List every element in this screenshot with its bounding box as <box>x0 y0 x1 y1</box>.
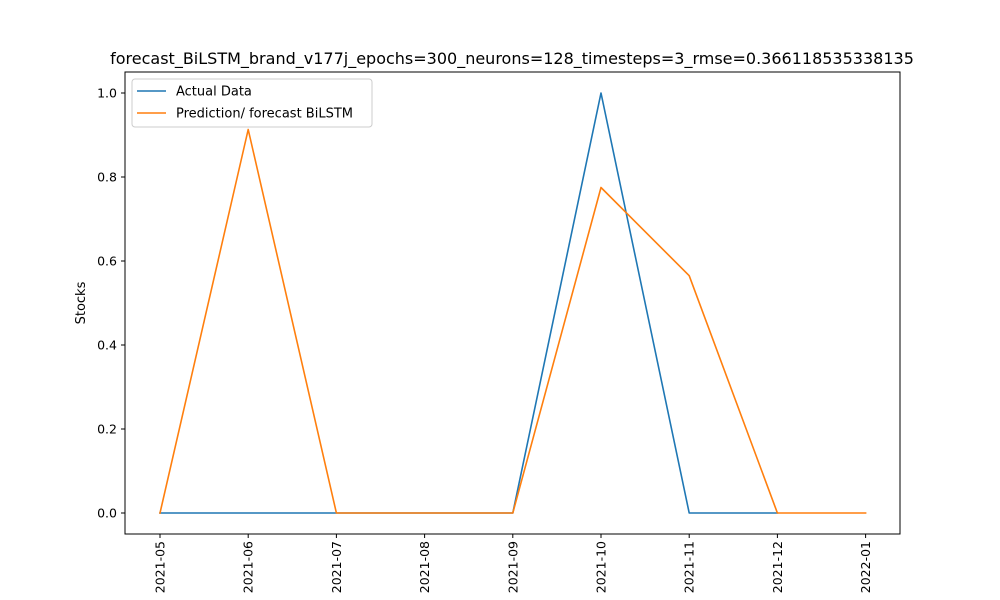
x-axis: 2021-05 2021-06 2021-07 2021-08 2021-09 2021-… <box>153 534 873 593</box>
chart-title: forecast_BiLSTM_brand_v177j_epochs=300_n… <box>110 49 914 69</box>
x-tick-label: 2021-05 <box>153 541 168 593</box>
y-tick-label: 0.4 <box>97 338 117 353</box>
y-axis: 0.0 0.2 0.4 0.6 0.8 1.0 <box>97 86 125 521</box>
y-axis-title: Stocks <box>74 281 89 324</box>
x-tick-label: 2021-10 <box>594 541 609 593</box>
y-tick-label: 0.8 <box>97 170 117 185</box>
y-tick-label: 0.2 <box>97 422 117 437</box>
legend: Actual Data Prediction/ forecast BiLSTM <box>131 78 373 128</box>
x-tick-label: 2021-11 <box>682 541 697 593</box>
x-tick-label: 2021-07 <box>329 541 344 593</box>
x-tick-label: 2021-09 <box>505 541 520 593</box>
y-tick-label: 0.0 <box>97 506 117 521</box>
series-line-actual <box>159 92 779 514</box>
y-tick-label: 1.0 <box>97 86 117 101</box>
legend-box <box>131 78 373 128</box>
x-tick-label: 2022-01 <box>858 541 873 593</box>
legend-label: Prediction/ forecast BiLSTM <box>176 107 353 122</box>
series-line-prediction <box>159 128 867 514</box>
x-tick-label: 2021-12 <box>770 541 785 593</box>
x-tick-label: 2021-06 <box>241 541 256 593</box>
legend-label: Actual Data <box>176 85 252 100</box>
plot-series <box>159 92 867 514</box>
y-tick-label: 0.6 <box>97 254 117 269</box>
x-tick-label: 2021-08 <box>417 541 432 593</box>
plot-frame <box>124 71 901 535</box>
